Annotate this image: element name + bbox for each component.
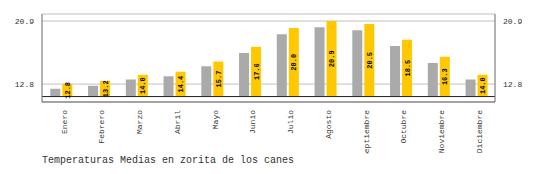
svg-text:12.8: 12.8 xyxy=(503,80,522,89)
svg-text:20.0: 20.0 xyxy=(290,54,298,71)
svg-text:12.8: 12.8 xyxy=(15,80,34,89)
svg-text:Mayo: Mayo xyxy=(211,110,220,129)
svg-text:Febrero: Febrero xyxy=(97,110,106,144)
svg-text:18.5: 18.5 xyxy=(404,60,412,77)
svg-text:14.0: 14.0 xyxy=(139,77,147,94)
svg-text:20.5: 20.5 xyxy=(366,52,374,69)
svg-text:17.6: 17.6 xyxy=(253,63,261,80)
svg-text:Noviembre: Noviembre xyxy=(437,110,446,153)
html-text:Temperaturas Medias en zorita: Temperaturas Medias en zorita de los can… xyxy=(42,155,294,166)
svg-text:Agosto: Agosto xyxy=(324,110,333,139)
svg-text:14.4: 14.4 xyxy=(177,76,185,93)
svg-text:20.9: 20.9 xyxy=(328,50,336,67)
svg-text:16.3: 16.3 xyxy=(441,68,449,85)
svg-text:Diciembre: Diciembre xyxy=(475,110,484,153)
svg-text:15.7: 15.7 xyxy=(215,71,223,88)
svg-text:Marzo: Marzo xyxy=(135,110,144,134)
svg-text:20.9: 20.9 xyxy=(15,17,34,26)
svg-text:Septiembre: Septiembre xyxy=(362,110,371,154)
svg-text:Abril: Abril xyxy=(173,110,182,134)
svg-text:Enero: Enero xyxy=(60,110,69,134)
svg-text:Julio: Julio xyxy=(286,110,295,134)
svg-text:Octubre: Octubre xyxy=(399,110,408,144)
svg-text:13.2: 13.2 xyxy=(102,80,110,97)
svg-text:12.8: 12.8 xyxy=(64,82,72,99)
svg-text:20.9: 20.9 xyxy=(503,17,522,26)
svg-text:14.0: 14.0 xyxy=(479,77,487,94)
svg-text:Junio: Junio xyxy=(248,110,257,134)
